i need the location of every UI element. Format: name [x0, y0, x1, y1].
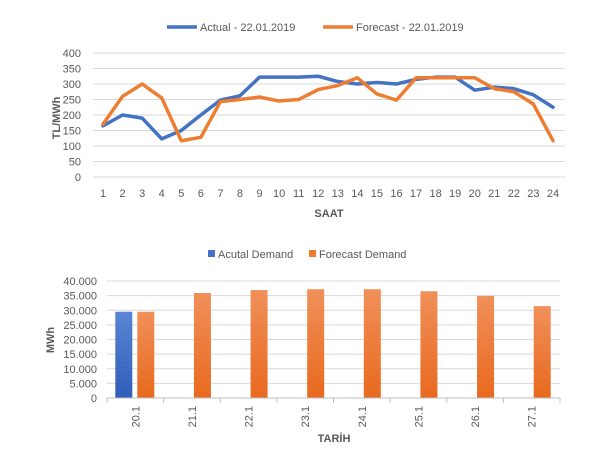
y-tick-label: 15.000 [63, 349, 97, 361]
bar [364, 289, 381, 398]
x-tick-label: 19 [449, 188, 461, 200]
y-axis-title: TL/MWh [51, 96, 63, 139]
x-tick-label: 2 [120, 188, 126, 200]
x-tick-label: 24 [547, 188, 559, 200]
x-tick-label: 22 [508, 188, 520, 200]
x-axis-title: TARİH [318, 432, 351, 445]
y-tick-label: 50 [69, 157, 81, 169]
y-tick-label: 30.000 [63, 305, 97, 317]
bar [137, 312, 154, 398]
y-tick-label: 20.000 [63, 335, 97, 347]
x-tick-label: 21 [488, 188, 500, 200]
y-tick-label: 150 [63, 126, 81, 138]
legend-label: Forecast - 22.01.2019 [356, 22, 464, 34]
x-axis-title: SAAT [314, 208, 343, 220]
demand-bar-chart: 0 5.000 10.000 15.000 20.000 25.000 30.000 35.0… [45, 249, 560, 445]
y-tick-label: 100 [63, 141, 81, 153]
x-tick-label: 26.1 [470, 406, 482, 427]
x-tick-label: 24.1 [357, 406, 369, 427]
bar [534, 306, 551, 398]
y-tick-label: 25.000 [63, 320, 97, 332]
x-tick-label: 18 [429, 188, 441, 200]
bar [251, 290, 268, 398]
x-tick-label: 20 [469, 188, 481, 200]
y-tick-label: 40.000 [63, 276, 97, 288]
y-tick-label: 0 [91, 393, 97, 405]
x-tick-label: 20.1 [130, 406, 142, 427]
x-tick-label: 21.1 [187, 406, 199, 427]
x-tick-label: 10 [273, 188, 285, 200]
y-tick-label: 300 [63, 79, 81, 91]
y-tick-label: 5.000 [69, 378, 97, 390]
x-tick-label: 17 [410, 188, 422, 200]
y-tick-label: 350 [63, 64, 81, 76]
x-tick-label: 8 [237, 188, 243, 200]
y-tick-label: 200 [63, 110, 81, 122]
bar [115, 312, 132, 398]
legend-swatch [309, 250, 316, 257]
bar [194, 293, 211, 398]
x-tick-label: 23.1 [300, 406, 312, 427]
x-tick-label: 4 [159, 188, 165, 200]
x-tick-label: 13 [332, 188, 344, 200]
x-tick-label: 23 [527, 188, 539, 200]
x-tick-label: 12 [312, 188, 324, 200]
x-tick-label: 27.1 [527, 406, 539, 427]
x-tick-label: 7 [217, 188, 223, 200]
x-tick-label: 11 [293, 188, 304, 200]
y-tick-label: 35.000 [63, 291, 97, 303]
legend-label: Acutal Demand [218, 249, 293, 261]
y-axis-title: MWh [45, 327, 57, 354]
legend-label: Forecast Demand [319, 249, 406, 261]
x-tick-label: 25.1 [413, 406, 425, 427]
x-tick-label: 6 [198, 188, 204, 200]
x-tick-label: 1 [100, 188, 106, 200]
x-tick-label: 5 [178, 188, 184, 200]
bar [477, 296, 494, 398]
x-tick-label: 22.1 [244, 406, 256, 427]
x-tick-label: 9 [256, 188, 262, 200]
bar [420, 291, 437, 398]
x-tick-label: 15 [371, 188, 383, 200]
legend-label: Actual - 22.01.2019 [200, 22, 295, 34]
bar [307, 289, 324, 398]
x-tick-label: 16 [390, 188, 402, 200]
y-tick-label: 250 [63, 95, 81, 107]
y-tick-label: 0 [75, 172, 81, 184]
x-tick-label: 14 [351, 188, 363, 200]
x-tick-label: 3 [139, 188, 145, 200]
legend-swatch [208, 250, 215, 257]
y-tick-label: 10.000 [63, 364, 97, 376]
y-tick-label: 400 [63, 48, 81, 60]
